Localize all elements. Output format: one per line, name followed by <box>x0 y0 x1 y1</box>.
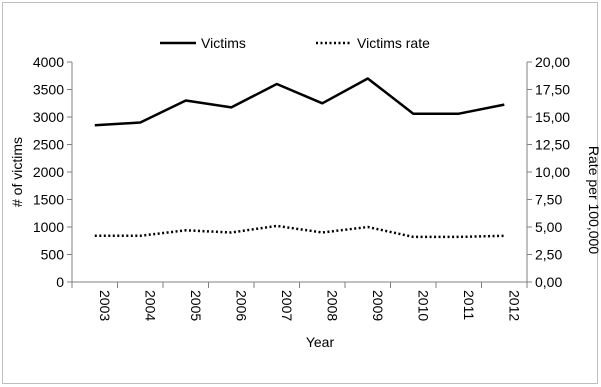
right-y-tick-label: 10,00 <box>535 164 570 180</box>
x-tick-label: 2008 <box>324 290 340 321</box>
legend: Victims Victims rate <box>160 35 430 51</box>
legend-label-victims-rate: Victims rate <box>357 35 430 51</box>
x-tick-label: 2007 <box>279 290 295 321</box>
left-y-tick-label: 2500 <box>33 137 64 153</box>
x-tick-label: 2004 <box>142 290 158 321</box>
x-tick-label: 2011 <box>461 290 477 320</box>
x-tick-label: 2006 <box>233 290 249 321</box>
x-tick-label: 2010 <box>415 290 431 321</box>
left-y-tick-label: 4000 <box>33 54 64 70</box>
left-y-tick-label: 3000 <box>33 109 64 125</box>
right-y-tick-label: 17,50 <box>535 82 570 98</box>
right-y-ticks: 0,00 2,50 5,00 7,50 10,00 12,50 15,00 17,50 20,0… <box>527 54 570 290</box>
right-y-tick-label: 12,50 <box>535 137 570 153</box>
left-y-tick-label: 2000 <box>33 164 64 180</box>
victims-line <box>94 77 505 127</box>
series-layer <box>94 77 505 239</box>
left-y-ticks: 0 500 1000 1500 2000 2500 3000 3500 4000 <box>33 54 72 290</box>
x-tick-label: 2012 <box>506 290 522 321</box>
chart-frame <box>2 2 598 384</box>
legend-label-victims: Victims <box>201 35 246 51</box>
right-y-tick-label: 5,00 <box>535 219 562 235</box>
right-y-tick-label: 2,50 <box>535 247 562 263</box>
victims-rate-line <box>94 224 505 239</box>
right-y-axis-title: Rate per 100,000 <box>586 146 601 254</box>
left-y-tick-label: 1000 <box>33 219 64 235</box>
axes <box>71 62 528 283</box>
right-y-tick-label: 0,00 <box>535 274 562 290</box>
left-y-axis-title: # of victims <box>9 137 25 207</box>
left-y-tick-label: 500 <box>41 247 65 263</box>
left-y-tick-label: 3500 <box>33 82 64 98</box>
x-tick-label: 2003 <box>97 290 113 321</box>
right-y-tick-label: 15,00 <box>535 109 570 125</box>
x-axis-title: Year <box>306 334 335 350</box>
x-ticks: 2003 2004 2005 2006 2007 2008 2009 2010 2011 2012 <box>71 282 528 321</box>
x-tick-label: 2005 <box>188 290 204 321</box>
right-y-tick-label: 20,00 <box>535 54 570 70</box>
left-y-tick-label: 1500 <box>33 192 64 208</box>
right-y-tick-label: 7,50 <box>535 192 562 208</box>
left-y-tick-label: 0 <box>56 274 64 290</box>
x-tick-label: 2009 <box>370 290 386 321</box>
